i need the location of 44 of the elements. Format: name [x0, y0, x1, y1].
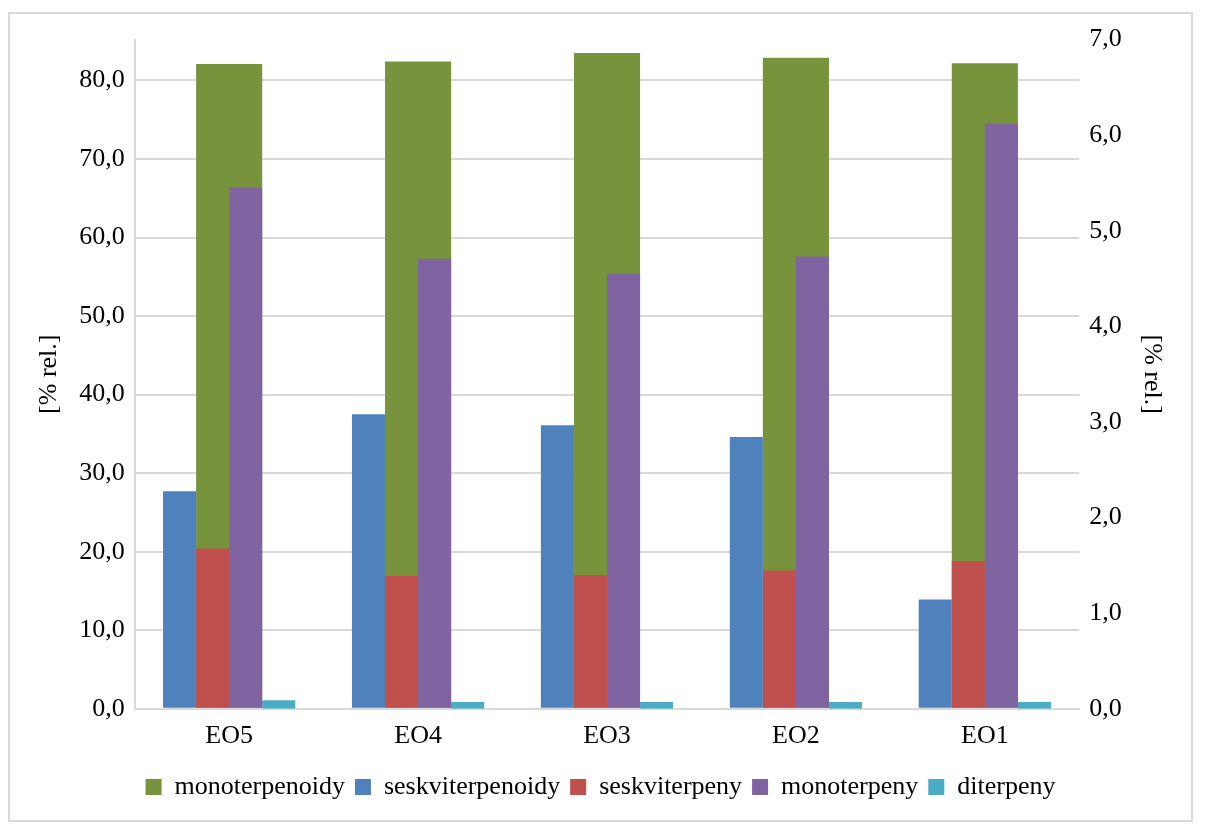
y2-tick-label: 1,0 — [1089, 597, 1122, 627]
legend-label: monoterpeny — [781, 770, 919, 800]
bar — [385, 576, 419, 708]
bar — [196, 548, 230, 708]
y2-tick-label: 6,0 — [1089, 119, 1122, 149]
y2-tick-label: 2,0 — [1089, 501, 1122, 531]
bar — [795, 256, 829, 708]
y-tick-label: 40,0 — [79, 378, 125, 408]
y2-axis-title: [% rel.] — [1138, 334, 1168, 414]
y2-tick-label: 0,0 — [1089, 692, 1122, 722]
y-tick-label: 80,0 — [79, 64, 125, 94]
y-tick-label: 50,0 — [79, 299, 125, 329]
y-tick-label: 60,0 — [79, 221, 125, 251]
x-tick-label: EO3 — [583, 720, 631, 750]
y-tick-label: 20,0 — [79, 535, 125, 565]
bar — [729, 437, 763, 708]
bar — [163, 491, 197, 708]
y-tick-label: 0,0 — [92, 692, 125, 722]
bar — [951, 561, 985, 708]
bar — [351, 414, 386, 708]
y2-tick-label: 4,0 — [1089, 310, 1122, 340]
y-axis-title: [% rel.] — [33, 334, 63, 414]
legend-label: seskviterpenoidy — [383, 770, 561, 800]
x-tick-label: EO5 — [205, 720, 253, 750]
x-tick-label: EO1 — [961, 720, 1009, 750]
y2-tick-label: 7,0 — [1089, 23, 1122, 53]
bar — [607, 273, 641, 708]
legend-label: seskviterpeny — [599, 770, 743, 800]
legend-label: monoterpenoidy — [174, 770, 345, 800]
x-tick-label: EO4 — [394, 720, 442, 750]
bar — [573, 575, 607, 708]
y2-tick-label: 3,0 — [1089, 405, 1122, 435]
legend-label: diterpeny — [957, 770, 1056, 800]
x-tick-label: EO2 — [772, 720, 820, 750]
bar — [229, 187, 263, 708]
bar — [418, 258, 452, 708]
bar — [762, 570, 796, 708]
bar — [540, 425, 574, 708]
y-tick-label: 10,0 — [79, 614, 125, 644]
y-tick-label: 30,0 — [79, 456, 125, 486]
bar — [984, 123, 1018, 708]
y2-tick-label: 5,0 — [1089, 214, 1122, 244]
y-tick-label: 70,0 — [79, 142, 125, 172]
bar — [918, 599, 952, 708]
